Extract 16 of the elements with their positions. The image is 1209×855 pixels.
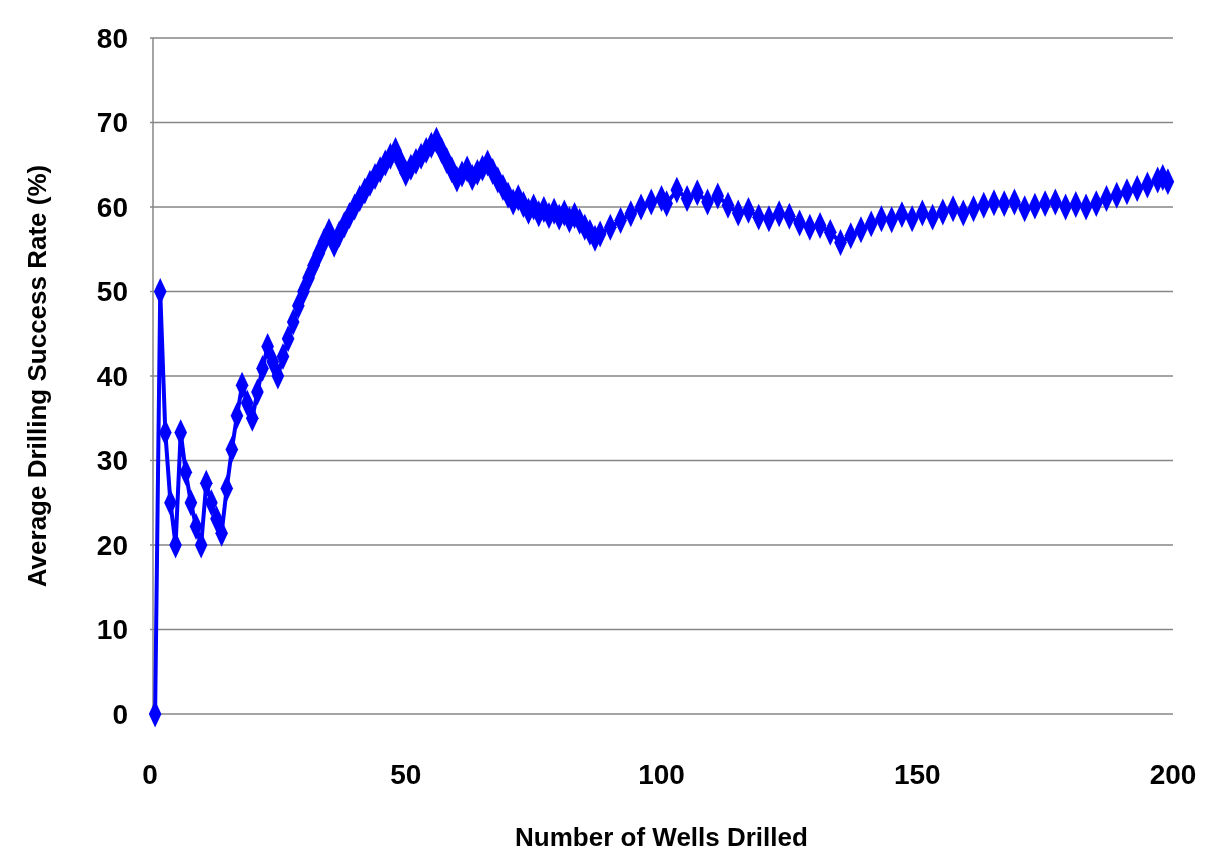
x-axis-title: Number of Wells Drilled bbox=[515, 822, 808, 852]
x-tick-label: 50 bbox=[390, 759, 422, 790]
y-tick-label: 50 bbox=[96, 276, 128, 307]
y-tick-label: 20 bbox=[96, 529, 128, 561]
x-tick-label: 150 bbox=[893, 759, 941, 790]
y-tick-label: 30 bbox=[96, 445, 128, 476]
x-tick-label: 100 bbox=[638, 759, 685, 790]
y-tick-label: 0 bbox=[112, 698, 128, 730]
y-tick-label: 70 bbox=[96, 107, 128, 138]
y-axis-title: Average Drilling Success Rate (%) bbox=[22, 164, 52, 588]
y-tick-label: 40 bbox=[96, 360, 128, 392]
y-tick-label: 10 bbox=[96, 614, 128, 645]
x-tick-label: 200 bbox=[1149, 759, 1197, 790]
y-tick-label: 60 bbox=[96, 191, 128, 223]
y-tick-label: 80 bbox=[96, 22, 128, 54]
x-tick-label: 0 bbox=[142, 759, 158, 790]
